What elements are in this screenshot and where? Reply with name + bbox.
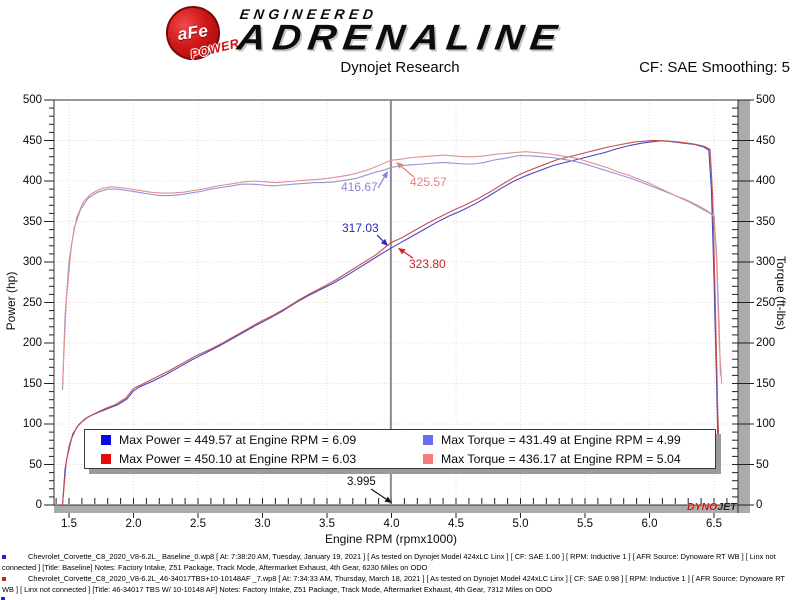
torque-baseline-value-annotation: 416.67	[341, 180, 378, 194]
torque-new-swatch-icon	[423, 453, 433, 464]
y-tick-label-right: 150	[756, 377, 776, 390]
y-tick-label-right: 400	[756, 175, 776, 187]
y-tick-label-left: 300	[22, 256, 42, 268]
axis-title-power: Power (hp)	[4, 271, 18, 331]
power-new-value-annotation: 323.80	[409, 257, 446, 271]
y-tick-label-left: 50	[29, 458, 42, 471]
x-tick-label: 5.5	[577, 518, 593, 530]
footer-run-info-new: Chevrolet_Corvette_C8_2020_V8-6.2L_46-34…	[2, 574, 785, 594]
y-tick-label-left: 500	[22, 94, 42, 106]
y-tick-label-right: 100	[756, 418, 776, 430]
y-tick-label-left: 200	[22, 337, 42, 349]
x-tick-label: 6.5	[706, 518, 722, 530]
y-tick-label-right: 350	[756, 215, 776, 228]
power-baseline-value-annotation: 317.03	[342, 221, 379, 235]
footer-bullet-new	[2, 577, 6, 581]
dynojet-watermark-jet: JET	[717, 501, 737, 513]
legend-item-max-power-baseline: Max Power = 449.57 at Engine RPM = 6.09	[101, 433, 423, 447]
y-tick-label-left: 400	[22, 175, 42, 187]
x-tick-label: 3.5	[319, 518, 335, 530]
x-tick-label: 1.5	[61, 518, 77, 530]
x-tick-label: 6.0	[641, 518, 658, 530]
x-tick-label: 2.0	[125, 518, 142, 530]
x-axis-bar[interactable]	[54, 505, 750, 513]
axis-title-torque: Torque (ft-lbs)	[774, 255, 788, 331]
y-tick-label-right: 300	[756, 256, 776, 268]
power-baseline-swatch-icon	[101, 434, 111, 445]
power-new-swatch-icon	[101, 453, 111, 464]
legend-label: Max Torque = 436.17 at Engine RPM = 5.04	[441, 451, 681, 466]
x-tick-label: 4.0	[383, 518, 400, 530]
torque-baseline-swatch-icon	[423, 434, 433, 445]
footer-run-info-baseline: Chevrolet_Corvette_C8_2020_V8-6.2L_ Base…	[2, 552, 776, 572]
curve-torque_baseline	[61, 154, 721, 391]
curve-power_new	[61, 139, 720, 506]
y-axis-bar-right[interactable]	[738, 100, 750, 513]
footer-bullet-baseline	[2, 555, 6, 559]
x-tick-label: 5.0	[512, 518, 529, 530]
curve-power_baseline	[61, 140, 719, 506]
dynojet-watermark-dyno: DYNO	[687, 501, 718, 513]
y-tick-label-right: 500	[756, 94, 776, 106]
y-tick-label-right: 250	[756, 296, 776, 309]
x-tick-label: 2.5	[190, 518, 206, 530]
y-tick-label-left: 450	[22, 134, 42, 147]
chart-title: Dynojet Research	[340, 59, 460, 76]
x-tick-label: 4.5	[448, 518, 464, 530]
smoothing-label: CF: SAE Smoothing: 5	[639, 59, 790, 76]
axis-title-rpm: Engine RPM (rpmx1000)	[324, 532, 458, 546]
y-tick-label-right: 0	[756, 499, 763, 511]
legend-item-max-torque-new: Max Torque = 436.17 at Engine RPM = 5.04	[423, 452, 715, 466]
y-tick-label-right: 50	[756, 458, 769, 471]
y-tick-label-left: 350	[22, 215, 42, 228]
torque-new-value-annotation: 425.57	[410, 175, 447, 189]
max-values-legend[interactable]: Max Power = 449.57 at Engine RPM = 6.09 …	[84, 429, 716, 469]
y-tick-label-left: 100	[22, 418, 42, 430]
x-tick-label: 3.0	[254, 518, 271, 530]
cursor-rpm-label: 3.995	[347, 476, 376, 488]
curve-torque_new	[61, 151, 723, 386]
y-tick-label-left: 0	[35, 499, 42, 511]
legend-label: Max Power = 450.10 at Engine RPM = 6.03	[119, 451, 357, 466]
legend-label: Max Power = 449.57 at Engine RPM = 6.09	[119, 432, 357, 447]
legend-item-max-power-new: Max Power = 450.10 at Engine RPM = 6.03	[101, 452, 423, 466]
dynojet-watermark: DYNOJET	[687, 501, 737, 513]
legend-label: Max Torque = 431.49 at Engine RPM = 4.99	[441, 432, 681, 447]
y-tick-label-right: 200	[756, 337, 776, 349]
legend-item-max-torque-baseline: Max Torque = 431.49 at Engine RPM = 4.99	[423, 433, 715, 447]
footer-bullet-partial	[1, 597, 5, 600]
y-tick-label-left: 250	[22, 296, 42, 309]
y-tick-label-left: 150	[22, 377, 42, 390]
y-tick-label-right: 450	[756, 134, 776, 147]
